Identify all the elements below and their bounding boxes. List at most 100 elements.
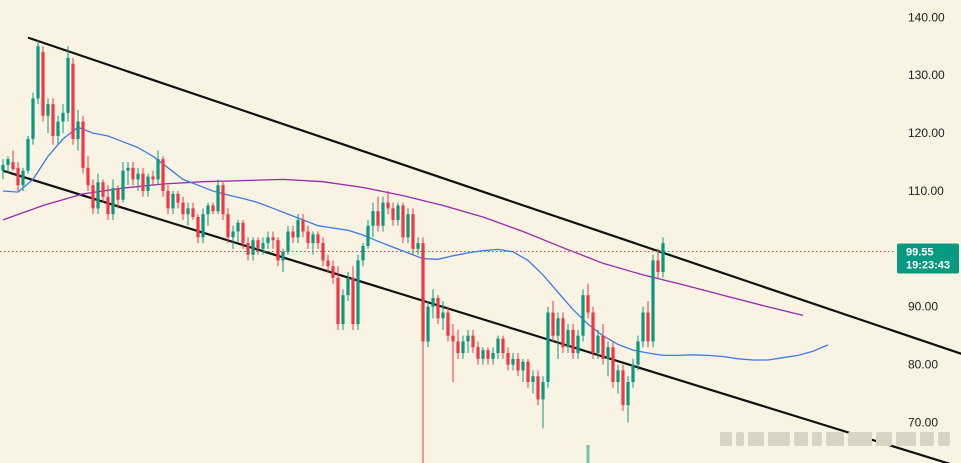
- candle[interactable]: [406, 208, 410, 244]
- candle[interactable]: [641, 306, 645, 348]
- candle[interactable]: [241, 219, 245, 249]
- candle[interactable]: [11, 150, 15, 171]
- candle[interactable]: [556, 312, 560, 359]
- candle[interactable]: [621, 364, 625, 411]
- candle[interactable]: [546, 306, 550, 388]
- candle[interactable]: [436, 295, 440, 325]
- candle[interactable]: [646, 300, 650, 348]
- candle[interactable]: [26, 136, 30, 174]
- candle[interactable]: [281, 248, 285, 273]
- candle[interactable]: [626, 376, 630, 423]
- candle[interactable]: [96, 173, 100, 215]
- candle[interactable]: [371, 202, 375, 238]
- candle[interactable]: [526, 358, 530, 388]
- candle[interactable]: [536, 370, 540, 406]
- candle[interactable]: [366, 219, 370, 249]
- candle[interactable]: [396, 202, 400, 226]
- candle[interactable]: [496, 335, 500, 359]
- candle[interactable]: [476, 341, 480, 365]
- candle[interactable]: [256, 237, 260, 255]
- candle[interactable]: [131, 162, 135, 186]
- candle[interactable]: [506, 347, 510, 371]
- candle[interactable]: [46, 98, 50, 134]
- candle[interactable]: [66, 46, 70, 122]
- candle[interactable]: [86, 156, 90, 191]
- candle[interactable]: [521, 358, 525, 382]
- candle[interactable]: [171, 190, 175, 215]
- candle[interactable]: [196, 214, 200, 244]
- candle[interactable]: [176, 190, 180, 209]
- moving-average-fast-line[interactable]: [2, 126, 829, 361]
- candle[interactable]: [226, 208, 230, 244]
- candle[interactable]: [601, 324, 605, 365]
- candle[interactable]: [361, 243, 365, 267]
- candle[interactable]: [486, 347, 490, 365]
- candle[interactable]: [586, 283, 590, 319]
- candle[interactable]: [426, 300, 430, 348]
- candle[interactable]: [561, 312, 565, 354]
- candle[interactable]: [251, 237, 255, 261]
- candle[interactable]: [306, 225, 310, 249]
- candle[interactable]: [271, 231, 275, 249]
- candle[interactable]: [261, 237, 265, 255]
- candle[interactable]: [71, 57, 75, 145]
- candle[interactable]: [6, 156, 10, 174]
- candle[interactable]: [246, 237, 250, 261]
- candle[interactable]: [596, 329, 600, 359]
- candle[interactable]: [221, 182, 225, 220]
- candle[interactable]: [336, 266, 340, 330]
- candle[interactable]: [16, 162, 20, 191]
- candle[interactable]: [326, 254, 330, 273]
- candle[interactable]: [126, 162, 130, 186]
- candle[interactable]: [651, 254, 655, 348]
- candle[interactable]: [121, 162, 125, 203]
- candle[interactable]: [266, 231, 270, 249]
- candle[interactable]: [461, 335, 465, 359]
- candle[interactable]: [166, 185, 170, 215]
- candle[interactable]: [216, 179, 220, 215]
- candle[interactable]: [236, 219, 240, 244]
- candle[interactable]: [311, 231, 315, 255]
- candle[interactable]: [661, 237, 665, 278]
- candle[interactable]: [391, 202, 395, 226]
- candle[interactable]: [186, 202, 190, 226]
- candle[interactable]: [31, 92, 35, 145]
- candle[interactable]: [581, 289, 585, 342]
- candle[interactable]: [211, 202, 215, 215]
- candle[interactable]: [56, 115, 60, 145]
- candle[interactable]: [421, 237, 425, 463]
- moving-average-slow-line[interactable]: [2, 178, 804, 317]
- candle[interactable]: [491, 347, 495, 365]
- candle[interactable]: [91, 179, 95, 215]
- channel-line-lower[interactable]: [2, 169, 961, 463]
- candle[interactable]: [576, 329, 580, 359]
- candle[interactable]: [321, 237, 325, 267]
- candle[interactable]: [501, 335, 505, 359]
- candle[interactable]: [446, 306, 450, 342]
- candle[interactable]: [206, 202, 210, 226]
- candle[interactable]: [81, 115, 85, 174]
- candle[interactable]: [76, 109, 80, 151]
- candle[interactable]: [351, 266, 355, 330]
- candle[interactable]: [1, 159, 5, 180]
- candle[interactable]: [291, 225, 295, 244]
- candle[interactable]: [51, 98, 55, 145]
- candle[interactable]: [146, 173, 150, 197]
- channel-line-upper[interactable]: [27, 36, 961, 385]
- candle[interactable]: [631, 358, 635, 388]
- candle[interactable]: [61, 104, 65, 134]
- candle[interactable]: [541, 376, 545, 429]
- candle[interactable]: [636, 335, 640, 371]
- candle[interactable]: [231, 225, 235, 249]
- candle[interactable]: [316, 231, 320, 249]
- candle[interactable]: [411, 208, 415, 255]
- candle[interactable]: [386, 190, 390, 215]
- candle[interactable]: [616, 364, 620, 394]
- candle[interactable]: [481, 347, 485, 365]
- candle[interactable]: [151, 170, 155, 186]
- candle[interactable]: [531, 370, 535, 394]
- candle[interactable]: [606, 341, 610, 377]
- candle[interactable]: [591, 306, 595, 359]
- candle[interactable]: [161, 156, 165, 197]
- candle[interactable]: [431, 289, 435, 319]
